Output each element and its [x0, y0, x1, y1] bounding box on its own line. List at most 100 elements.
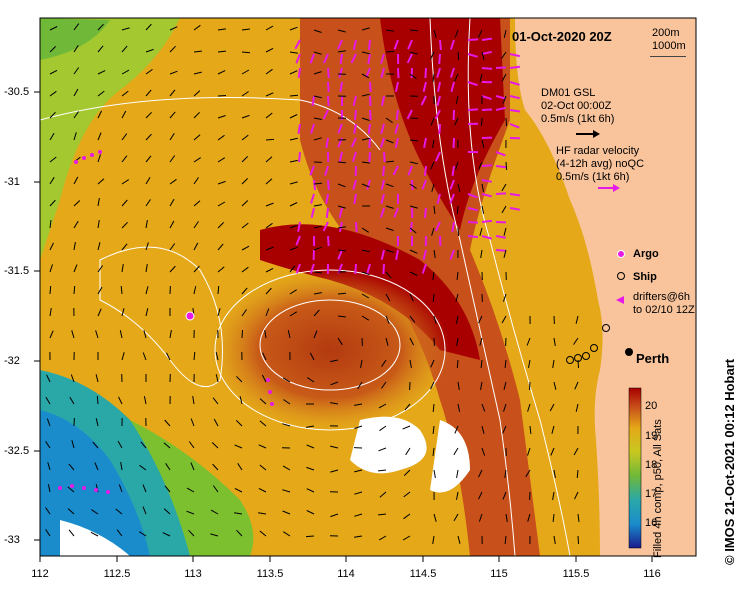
model-current-arrow: [145, 308, 149, 317]
model-current-arrow: [313, 292, 322, 295]
hf-radar-arrow: [467, 38, 479, 41]
hf-radar-arrow: [481, 108, 493, 111]
model-current-arrow: [403, 469, 411, 476]
model-current-arrow: [241, 200, 249, 207]
argo-float[interactable]: [185, 311, 195, 321]
model-current-arrow: [169, 26, 178, 31]
model-current-arrow: [49, 199, 56, 207]
hf-radar-arrow: [337, 123, 343, 134]
model-current-arrow: [145, 23, 152, 31]
hf-radar-arrow: [397, 67, 400, 79]
hf-radar-arrow: [495, 249, 507, 252]
colorbar-tick: 16: [645, 517, 658, 529]
x-tick-label: 115: [490, 568, 508, 580]
model-current-arrow: [49, 132, 55, 141]
model-current-arrow: [454, 425, 459, 434]
hf-radar-arrow: [295, 263, 301, 274]
model-current-arrow: [265, 68, 273, 75]
isobath-1000m-label: 1000m: [652, 40, 686, 52]
model-current-arrow: [213, 418, 219, 427]
model-current-arrow: [385, 183, 394, 188]
hf-radar-arrow: [509, 95, 520, 100]
model-current-arrow: [97, 220, 100, 229]
x-tick-label: 112: [31, 568, 49, 580]
model-current-arrow: [354, 403, 363, 406]
hf-radar-arrow: [367, 53, 371, 65]
model-current-arrow: [337, 50, 346, 53]
model-current-arrow: [186, 487, 195, 493]
hf-radar-arrow: [434, 109, 441, 120]
model-current-arrow: [186, 510, 195, 515]
model-current-arrow: [330, 359, 339, 363]
hf-radar-arrow: [310, 207, 315, 218]
hf-radar-arrow: [409, 221, 413, 233]
model-current-arrow: [409, 227, 417, 234]
model-current-arrow: [241, 329, 243, 339]
model-current-arrow: [385, 51, 395, 53]
model-current-arrow: [241, 91, 249, 97]
model-current-arrow: [283, 399, 291, 405]
model-current-arrow: [71, 440, 75, 449]
model-current-arrow: [210, 509, 219, 515]
hf-radar-arrow: [407, 39, 413, 50]
hf-radar-arrow: [366, 179, 371, 190]
model-current-arrow: [403, 513, 411, 520]
hf-radar-arrow: [509, 109, 521, 113]
hf-radar-arrow: [337, 249, 343, 260]
model-current-arrow: [306, 466, 315, 471]
model-current-arrow: [193, 351, 196, 361]
hf-radar-arrow: [394, 123, 399, 134]
hf-radar-arrow: [322, 109, 329, 120]
model-current-arrow: [309, 352, 315, 361]
credit-label: © IMOS 21-Oct-2021 00:12 Hobart: [722, 358, 737, 565]
model-current-arrow: [94, 462, 99, 471]
hf-radar-line1: HF radar velocity: [556, 145, 640, 157]
hf-radar-arrow: [467, 221, 479, 224]
model-current-arrow: [430, 381, 435, 390]
model-current-arrow: [409, 183, 417, 189]
model-current-arrow: [169, 265, 176, 273]
model-current-arrow: [139, 531, 147, 537]
hf-radar-arrow: [350, 137, 357, 148]
model-current-arrow: [361, 93, 370, 97]
model-current-arrow: [215, 352, 219, 361]
model-current-arrow: [96, 395, 99, 405]
model-current-arrow: [49, 176, 55, 185]
argo-legend-icon: [617, 250, 625, 258]
model-current-arrow: [73, 67, 80, 75]
model-current-arrow: [313, 330, 318, 339]
model-current-arrow: [264, 330, 267, 339]
hf-radar-arrow: [380, 53, 385, 64]
model-current-arrow: [97, 23, 104, 31]
hf-radar-arrow: [383, 151, 386, 163]
model-current-arrow: [217, 180, 226, 185]
hf-radar-arrow: [422, 81, 427, 92]
model-current-arrow: [456, 337, 459, 346]
hf-radar-arrow: [421, 179, 427, 190]
model-current-arrow: [265, 267, 274, 273]
model-current-arrow: [217, 95, 227, 97]
model-current-arrow: [501, 315, 507, 324]
model-current-arrow: [481, 403, 486, 412]
hf-radar-arrow: [354, 263, 357, 275]
hf-radar-arrow: [380, 137, 385, 148]
model-current-arrow: [455, 315, 459, 324]
model-current-arrow: [479, 73, 483, 82]
ssh-contour: [214, 269, 446, 431]
model-current-arrow: [49, 90, 57, 97]
hf-radar-arrow: [295, 53, 301, 64]
axis-ticks: [34, 91, 653, 562]
model-current-arrow: [217, 285, 220, 295]
model-current-arrow: [385, 205, 394, 209]
model-current-arrow: [120, 462, 123, 471]
model-current-arrow: [165, 463, 171, 471]
model-current-arrow: [258, 487, 267, 493]
warm-eddy: [210, 270, 450, 430]
hf-radar-arrow: [327, 179, 330, 191]
y-tick-label: -31: [4, 176, 20, 188]
model-current-arrow: [259, 464, 267, 471]
model-current-arrow: [259, 398, 267, 405]
model-current-arrow: [118, 484, 123, 493]
model-current-arrow: [313, 51, 322, 55]
hf-radar-arrow: [436, 67, 441, 78]
